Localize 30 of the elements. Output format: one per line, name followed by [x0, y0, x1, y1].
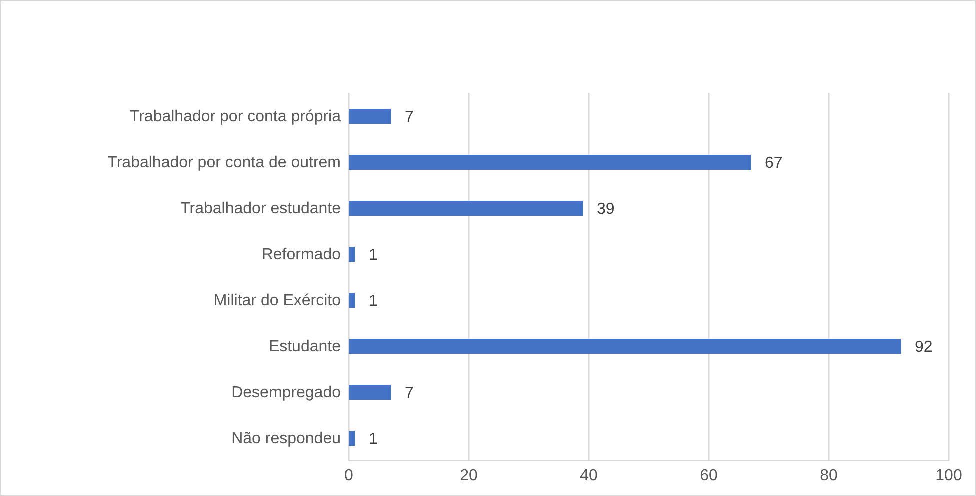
- bar: [349, 293, 355, 308]
- y-tick-label: Reformado: [262, 246, 342, 264]
- data-label: 7: [405, 109, 414, 126]
- bar: [349, 201, 583, 216]
- bar: [349, 339, 901, 354]
- x-tick-label: 60: [700, 467, 718, 484]
- y-tick-label: Militar do Exército: [214, 292, 342, 310]
- data-label: 1: [369, 247, 378, 264]
- y-tick-label: Não respondeu: [232, 430, 341, 448]
- bar: [349, 155, 751, 170]
- data-label: 1: [369, 431, 378, 448]
- data-label: 1: [369, 293, 378, 310]
- data-label: 39: [597, 201, 615, 218]
- y-tick-label: Trabalhador estudante: [180, 200, 342, 218]
- x-tick-label: 100: [936, 467, 962, 484]
- x-tick-label: 0: [344, 467, 354, 484]
- data-label: 92: [915, 339, 933, 356]
- y-tick-label: Trabalhador por conta de outrem: [108, 154, 341, 172]
- y-tick-label: Trabalhador por conta própria: [130, 108, 342, 126]
- data-label: 67: [765, 155, 783, 172]
- data-label: 7: [405, 385, 414, 402]
- bar: [349, 431, 355, 446]
- y-tick-label: Estudante: [268, 338, 342, 356]
- x-tick-label: 40: [580, 467, 598, 484]
- bar: [349, 247, 355, 262]
- x-tick-label: 80: [820, 467, 838, 484]
- x-tick-label: 20: [460, 467, 478, 484]
- bar: [349, 109, 391, 124]
- y-tick-label: Desempregado: [232, 384, 342, 402]
- bar: [349, 385, 391, 400]
